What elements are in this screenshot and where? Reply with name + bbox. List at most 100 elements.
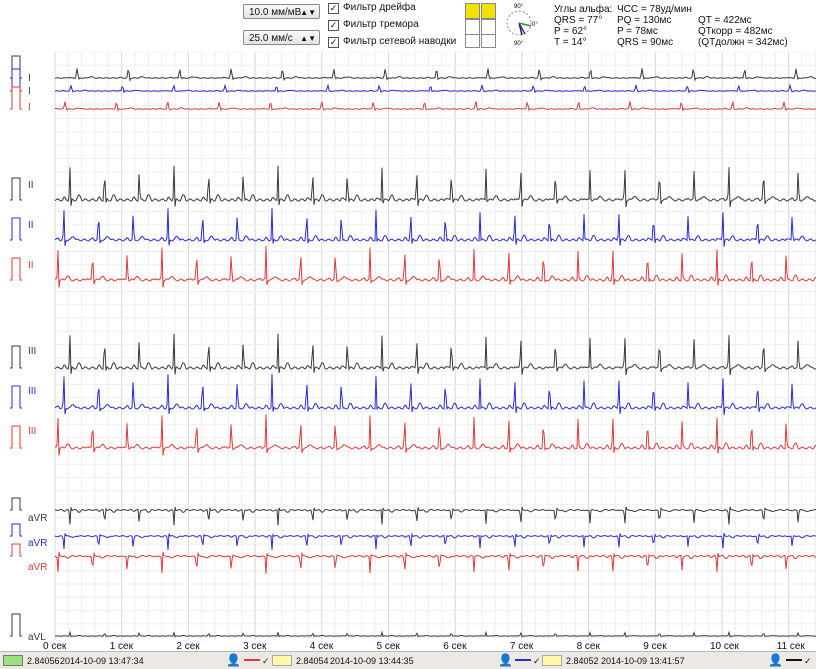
lead-label: aVR [28,513,48,524]
record-value: 2.84052 [566,656,599,666]
checkbox-icon: ✓ [328,37,339,48]
lead-label: II [28,220,34,231]
indicator-empty [481,34,496,48]
patient-icon[interactable]: 👤 [498,653,513,667]
qtc-value: QТкорр = 482мс [698,26,773,37]
check-icon[interactable]: ✓ [533,656,541,666]
lead-label: III [28,386,37,397]
ecg-trace [54,100,816,112]
time-tick-label: 0 сек [43,641,67,652]
speed-select[interactable]: 25.0 мм/с ▲▼ [243,30,320,45]
p-value: P = 78мс [617,26,658,37]
ecg-trace [54,68,816,82]
calibration-pulse [10,177,22,201]
lead-label: aVR [28,538,48,549]
indicator-empty [481,19,496,35]
spin-arrows-icon: ▲▼ [300,34,316,43]
patient-icon[interactable]: 👤 [226,653,241,667]
drift-filter-checkbox[interactable]: ✓ Фильтр дрейфа [328,2,416,14]
gain-value: 10.0 мм/мВ [249,7,302,18]
ecg-trace [54,246,816,288]
axis-compass-icon: 90° 0° 90° [506,4,538,47]
time-tick-label: 1 сек [109,641,133,652]
ecg-trace [54,532,816,551]
calibration-pulse [10,613,22,637]
record-swatch [272,655,292,666]
indicator-yellow [465,3,480,19]
pq-value: PQ = 130мс [617,15,672,26]
lead-label: III [28,346,37,357]
mains-filter-checkbox[interactable]: ✓ Фильтр сетевой наводки [328,36,457,48]
record-date: 2014-10-09 13:41:57 [601,656,685,666]
indicator-yellow [481,3,496,19]
ecg-trace [54,373,816,416]
checkbox-icon: ✓ [328,3,339,14]
ecg-trace [54,630,816,638]
ecg-trace [54,506,816,526]
calibration-pulse [10,497,22,511]
patient-icon[interactable]: 👤 [768,653,783,667]
hr-value: ЧСС = 78уд/мин [617,4,692,15]
record-swatch [542,655,562,666]
compass-bottom-label: 90° [514,41,524,47]
time-tick-label: 9 сек [643,641,667,652]
calibration-pulse [10,257,22,281]
lead-label: I [28,73,31,84]
calibration-pulse [10,217,22,241]
angles-title: Углы альфа: [554,4,613,15]
time-tick-label: 5 сек [376,641,400,652]
record-value: 2.84054 [296,656,329,666]
calibration-pulse [10,86,22,110]
calibration-pulse [10,425,22,449]
indicator-empty [465,19,480,35]
time-tick-label: 2 сек [176,641,200,652]
ecg-trace [55,551,816,574]
gain-select[interactable]: 10.0 мм/мВ ▲▼ [243,4,320,19]
check-icon[interactable]: ✓ [804,656,812,666]
indicator-empty [465,34,480,48]
qtn-value: (QТдолжн = 342мс) [698,37,788,48]
checkbox-icon: ✓ [328,20,339,31]
record-swatch [3,655,23,666]
lead-label: III [28,426,37,437]
record-date: 2014-10-09 13:47:34 [60,656,144,666]
lead-label: II [28,180,34,191]
status-bar: 2.84056 2014-10-09 13:47:34 👤 ✓ 2.84054 … [0,651,816,669]
lead-label: I [28,86,31,97]
p-angle: P = 62° [554,26,588,37]
time-tick-label: 8 сек [576,641,600,652]
trace-color-black [786,659,802,661]
check-icon[interactable]: ✓ [262,656,270,666]
lead-label: I [28,102,31,113]
spin-arrows-icon: ▲▼ [300,8,316,17]
compass-right-label: 0° [532,22,538,28]
calibration-pulse [10,345,22,369]
ecg-trace [54,207,816,247]
time-tick-label: 3 сек [243,641,267,652]
time-tick-label: 4 сек [309,641,334,652]
time-tick-label: 7 сек [509,641,534,652]
qt-value: QT = 422мс [698,15,752,26]
toolbar: 10.0 мм/мВ ▲▼ 25.0 мм/с ▲▼ ✓ Фильтр дрейфа … [0,0,816,52]
trace-color-red [244,659,260,661]
ecg-trace [54,414,816,456]
speed-value: 25.0 мм/с [249,33,293,44]
calibration-pulse [10,523,22,537]
trace-color-blue [515,659,531,661]
ecg-chart [10,52,816,640]
tremor-filter-checkbox[interactable]: ✓ Фильтр тремора [328,19,419,31]
qrs-value: QRS = 90мс [617,37,674,48]
calibration-pulse [10,543,22,557]
qrs-angle: QRS = 77° [554,15,603,26]
ecg-trace [54,83,816,94]
t-angle: T = 14° [554,37,587,48]
compass-top-label: 90° [514,4,524,10]
time-tick-label: 11 сек [776,641,805,652]
time-tick-label: 10 сек [710,641,739,652]
ecg-trace [54,165,816,208]
record-date: 2014-10-09 13:44:35 [330,656,414,666]
lead-label: aVR [28,562,48,573]
ecg-trace [54,333,816,376]
record-value: 2.84056 [27,656,60,666]
calibration-pulse [10,385,22,409]
